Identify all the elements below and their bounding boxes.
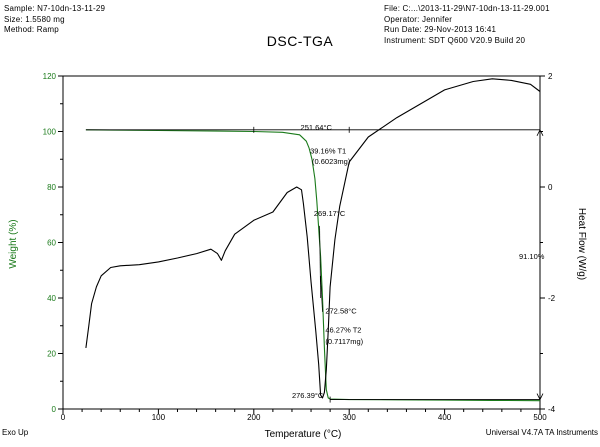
run-info-block: File: C:...\2013-11-29\N7-10dn-13-11-29.…	[384, 4, 550, 46]
bracket-arrow-top	[536, 128, 544, 137]
operator-name: Operator: Jennifer	[384, 14, 453, 24]
annotation-label: 276.39°C	[292, 391, 324, 400]
y-left-tick-label: 0	[52, 405, 57, 414]
x-tick-label: 0	[61, 413, 66, 422]
y-right-tick-label: -4	[548, 405, 556, 414]
annotation-label: (0.7117mg)	[325, 337, 363, 346]
heatflow-curve	[85, 78, 541, 399]
x-tick-label: 200	[247, 413, 261, 422]
bracket-arrow-bottom	[536, 393, 544, 401]
x-tick-label: 400	[438, 413, 452, 422]
y-axis-right-label: Heat Flow (W/g)	[576, 208, 587, 280]
x-tick-label: 100	[152, 413, 166, 422]
annotation-label: 91.10%	[519, 252, 545, 261]
x-tick-label: 500	[533, 413, 547, 422]
y-left-tick-label: 40	[47, 294, 56, 303]
exo-up-note: Exo Up	[2, 428, 29, 437]
y-left-tick-label: 120	[43, 72, 57, 81]
axes-group: 0 100 200 300 400 500 0 20 40 60 80 100 120 -4 -2 0 2	[43, 72, 556, 422]
annotation-label: 272.58°C	[325, 306, 357, 315]
x-axis-label: Temperature (°C)	[265, 429, 342, 440]
sample-name: Sample: N7-10dn-13-11-29	[4, 4, 106, 13]
peak-pointer-line	[320, 275, 323, 312]
sample-info-block: Sample: N7-10dn-13-11-29 Size: 1.5580 mg…	[4, 4, 105, 36]
annotations-group: 251.64°C 39.16% T1(0.6023mg) 269.17°C 272.5…	[292, 123, 545, 400]
y-axis-left-label: Weight (%)	[8, 219, 19, 268]
y-right-tick-label: -2	[548, 294, 556, 303]
chart-title: DSC-TGA	[266, 33, 334, 49]
y-right-tick-label: 2	[548, 72, 553, 81]
y-left-tick-label: 100	[43, 128, 57, 137]
y-left-tick-label: 20	[47, 350, 56, 359]
annotation-label: 46.27% T2	[325, 326, 361, 335]
peak-pointer-line	[319, 225, 321, 299]
method-name: Method: Ramp	[4, 25, 59, 34]
sample-size: Size: 1.5580 mg	[4, 14, 65, 24]
annotation-label: 251.64°C	[301, 123, 333, 132]
run-date: Run Date: 29-Nov-2013 16:41	[384, 25, 497, 34]
weight-curve	[85, 129, 541, 402]
annotation-label: 269.17°C	[314, 209, 346, 218]
y-right-tick-label: 0	[548, 183, 553, 192]
file-path: File: C:...\2013-11-29\N7-10dn-13-11-29.…	[384, 4, 550, 13]
software-version: Universal V4.7A TA Instruments	[485, 428, 598, 437]
annotation-label: (0.6023mg)	[312, 157, 351, 166]
y-left-tick-label: 60	[47, 239, 56, 248]
annotation-label: 39.16% T1	[310, 147, 346, 156]
x-tick-label: 300	[343, 413, 357, 422]
series-group	[85, 78, 544, 403]
instrument-name: Instrument: SDT Q600 V20.9 Build 20	[384, 35, 526, 45]
y-left-tick-label: 80	[47, 183, 56, 192]
